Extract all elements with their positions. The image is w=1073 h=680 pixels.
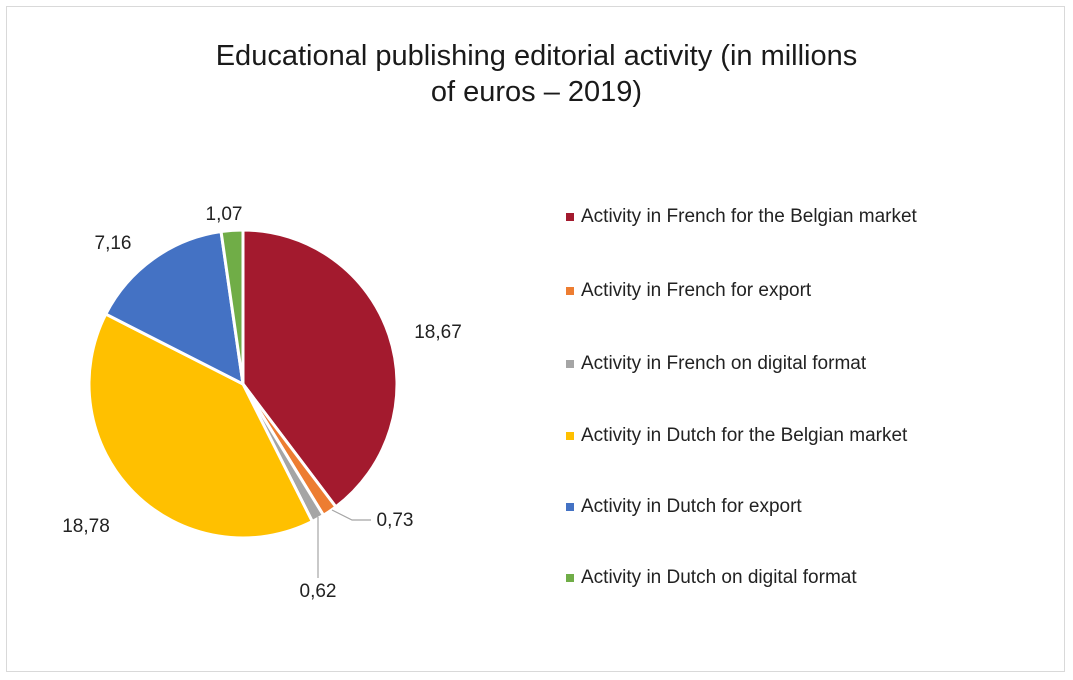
chart-title: Educational publishing editorial activit… <box>0 38 1073 110</box>
legend-label-french-belgian: Activity in French for the Belgian marke… <box>581 206 917 227</box>
legend-label-dutch-export: Activity in Dutch for export <box>581 496 802 517</box>
data-label-french-digital: 0,62 <box>300 581 337 602</box>
legend-label-french-export: Activity in French for export <box>581 280 812 301</box>
legend-swatch-dutch-digital <box>566 574 574 582</box>
pie-slice-dutch-export <box>104 230 245 386</box>
data-label-french-belgian: 18,67 <box>414 322 462 343</box>
data-label-dutch-belgian: 18,78 <box>62 516 110 537</box>
legend-swatch-french-export <box>566 287 574 295</box>
data-label-french-export: 0,73 <box>377 510 414 531</box>
legend-label-french-digital: Activity in French on digital format <box>581 353 867 374</box>
pie-slice-dutch-belgian <box>87 312 314 540</box>
legend-label-dutch-belgian: Activity in Dutch for the Belgian market <box>581 425 908 446</box>
legend-swatch-french-digital <box>566 360 574 368</box>
data-label-dutch-digital: 1,07 <box>206 204 243 225</box>
chart-title-line-1: Educational publishing editorial activit… <box>215 40 858 72</box>
pie-slice-french-belgian <box>241 228 399 509</box>
legend-label-dutch-digital: Activity in Dutch on digital format <box>581 567 857 588</box>
pie-slice-dutch-digital <box>219 228 245 386</box>
legend-swatch-dutch-belgian <box>566 432 574 440</box>
leader-line-french-export <box>331 509 371 521</box>
data-label-dutch-export: 7,16 <box>95 233 132 254</box>
chart-title-line-2: of euros – 2019) <box>430 76 643 108</box>
legend-swatch-dutch-export <box>566 503 574 511</box>
legend-swatch-french-belgian <box>566 213 574 221</box>
